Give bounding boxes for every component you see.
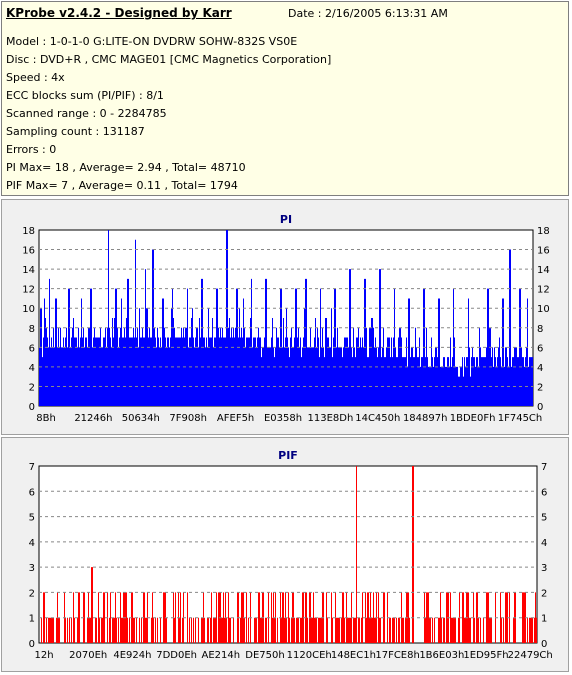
y-tick-label-left: 16 xyxy=(22,246,35,257)
pi-chart: PI 0 0 2 2 4 4 6 6 8 8 10 10 12 12 14 14 16 16 18 18 8Bh 21246… xyxy=(22,213,550,424)
x-tick-label: 1120CEh xyxy=(287,650,332,661)
y-tick-label-left: 6 xyxy=(29,487,35,498)
info-sampling-count: Sampling count : 131187 xyxy=(6,125,145,138)
y-tick-label-right: 2 xyxy=(541,588,547,599)
x-tick-label: 12h xyxy=(34,650,53,661)
x-tick-label: 2070Eh xyxy=(69,650,107,661)
y-tick-label-right: 10 xyxy=(537,304,550,315)
y-tick-label-right: 4 xyxy=(541,538,547,549)
y-tick-label-right: 8 xyxy=(537,324,543,335)
pif-chart: PIF 0 0 1 1 2 2 3 3 4 4 5 5 6 6 7 7 12h 2070Eh 4E924h 7DD0Eh… xyxy=(29,449,553,661)
y-tick-label-left: 12 xyxy=(22,285,35,296)
y-tick-label-left: 1 xyxy=(29,614,35,625)
x-tick-label: 184897h xyxy=(403,413,448,424)
x-tick-label: 1B6E03h xyxy=(419,650,464,661)
x-tick-label: 1F745Ch xyxy=(498,413,543,424)
pif-chart-panel: PIF 0 0 1 1 2 2 3 3 4 4 5 5 6 6 7 7 12h 2070Eh 4E924h 7DD0Eh… xyxy=(1,437,569,672)
y-tick-label-right: 7 xyxy=(541,462,547,473)
y-tick-label-right: 0 xyxy=(541,639,547,650)
y-tick-label-left: 4 xyxy=(29,363,35,374)
info-disc: Disc : DVD+R , CMC MAGE01 [CMC Magnetics… xyxy=(6,53,332,66)
y-tick-label-right: 4 xyxy=(537,363,543,374)
x-tick-label: 14C450h xyxy=(355,413,400,424)
info-pif-stats: PIF Max= 7 , Average= 0.11 , Total= 1794 xyxy=(6,179,238,192)
y-tick-label-left: 7 xyxy=(29,462,35,473)
y-tick-label-left: 8 xyxy=(29,324,35,335)
y-tick-label-right: 6 xyxy=(537,343,543,354)
info-scanned-range: Scanned range : 0 - 2284785 xyxy=(6,107,167,120)
info-panel: KProbe v2.4.2 - Designed by Karr Date : … xyxy=(1,1,569,196)
y-tick-label-left: 4 xyxy=(29,538,35,549)
x-tick-label: 8Bh xyxy=(36,413,56,424)
x-tick-label: AE214h xyxy=(202,650,241,661)
pi-chart-panel: PI 0 0 2 2 4 4 6 6 8 8 10 10 12 12 14 14 16 16 18 18 8Bh 21246… xyxy=(1,199,569,435)
x-tick-label: 22479Ch xyxy=(508,650,553,661)
chart-title: PI xyxy=(280,213,292,226)
x-tick-label: 4E924h xyxy=(113,650,151,661)
y-tick-label-left: 18 xyxy=(22,226,35,237)
info-pi-stats: PI Max= 18 , Average= 2.94 , Total= 4871… xyxy=(6,161,246,174)
x-tick-label: 113E8Dh xyxy=(307,413,353,424)
y-tick-label-left: 10 xyxy=(22,304,35,315)
y-tick-label-left: 3 xyxy=(29,563,35,574)
x-tick-label: 148EC1h xyxy=(331,650,376,661)
x-tick-label: 1BDE0Fh xyxy=(450,413,496,424)
x-tick-label: 7DD0Eh xyxy=(156,650,197,661)
y-tick-label-right: 12 xyxy=(537,285,550,296)
x-tick-label: DE750h xyxy=(245,650,284,661)
y-tick-label-right: 18 xyxy=(537,226,550,237)
y-tick-label-left: 6 xyxy=(29,343,35,354)
x-tick-label: 7F908h xyxy=(169,413,207,424)
y-tick-label-left: 14 xyxy=(22,265,35,276)
y-tick-label-left: 5 xyxy=(29,513,35,524)
y-tick-label-right: 0 xyxy=(537,402,543,413)
info-model: Model : 1-0-1-0 G:LITE-ON DVDRW SOHW-832… xyxy=(6,35,298,48)
info-ecc-blocks: ECC blocks sum (PI/PIF) : 8/1 xyxy=(6,89,164,102)
y-tick-label-left: 2 xyxy=(29,382,35,393)
y-tick-label-left: 0 xyxy=(29,639,35,650)
y-tick-label-right: 14 xyxy=(537,265,550,276)
y-tick-label-left: 2 xyxy=(29,588,35,599)
y-tick-label-right: 1 xyxy=(541,614,547,625)
chart-title: PIF xyxy=(278,449,298,462)
y-tick-label-right: 5 xyxy=(541,513,547,524)
y-tick-label-right: 6 xyxy=(541,487,547,498)
app-title: KProbe v2.4.2 - Designed by Karr xyxy=(6,6,232,20)
x-tick-label: 21246h xyxy=(74,413,112,424)
info-errors: Errors : 0 xyxy=(6,143,57,156)
y-tick-label-left: 0 xyxy=(29,402,35,413)
y-tick-label-right: 2 xyxy=(537,382,543,393)
scan-date: Date : 2/16/2005 6:13:31 AM xyxy=(288,7,448,20)
x-tick-label: 17FCE8h xyxy=(375,650,419,661)
y-tick-label-right: 3 xyxy=(541,563,547,574)
x-tick-label: 1ED95Fh xyxy=(463,650,508,661)
x-tick-label: E0358h xyxy=(264,413,302,424)
info-speed: Speed : 4x xyxy=(6,71,65,84)
y-tick-label-right: 16 xyxy=(537,246,550,257)
x-tick-label: 50634h xyxy=(122,413,160,424)
x-tick-label: AFEF5h xyxy=(217,413,254,424)
